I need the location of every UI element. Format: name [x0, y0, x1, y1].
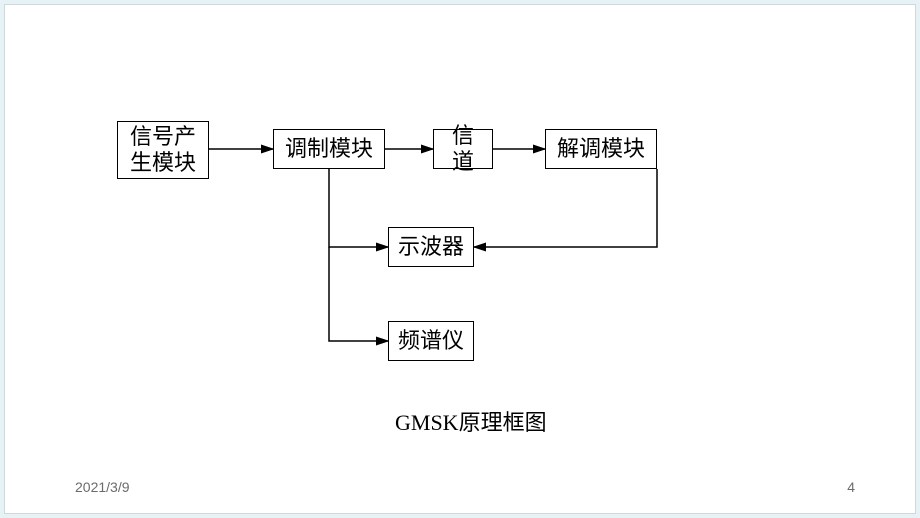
node-label: 示波器: [398, 234, 464, 260]
edge-modulate_b2-spectrum_l: [329, 247, 388, 341]
node-spectrum-analyzer: 频谱仪: [388, 321, 474, 361]
footer-page-number: 4: [847, 479, 855, 495]
node-label: 信道: [442, 123, 484, 176]
node-modulation: 调制模块: [273, 129, 385, 169]
node-label: 信号产生模块: [126, 124, 200, 177]
edge-modulate_b-scope_l: [329, 169, 388, 247]
slide-area: 信号产生模块 调制模块 信道 解调模块 示波器 频谱仪 GMSK原理框图 202…: [4, 4, 916, 514]
node-label: 频谱仪: [398, 328, 464, 354]
node-oscilloscope: 示波器: [388, 227, 474, 267]
node-label: 解调模块: [557, 136, 645, 162]
edge-demod_b-scope_r: [474, 169, 657, 247]
diagram-caption: GMSK原理框图: [395, 405, 547, 437]
node-demodulation: 解调模块: [545, 129, 657, 169]
node-label: 调制模块: [285, 136, 373, 162]
node-signal-generator: 信号产生模块: [117, 121, 209, 179]
footer-date: 2021/3/9: [75, 479, 130, 495]
node-channel: 信道: [433, 129, 493, 169]
caption-text: GMSK原理框图: [395, 410, 547, 435]
